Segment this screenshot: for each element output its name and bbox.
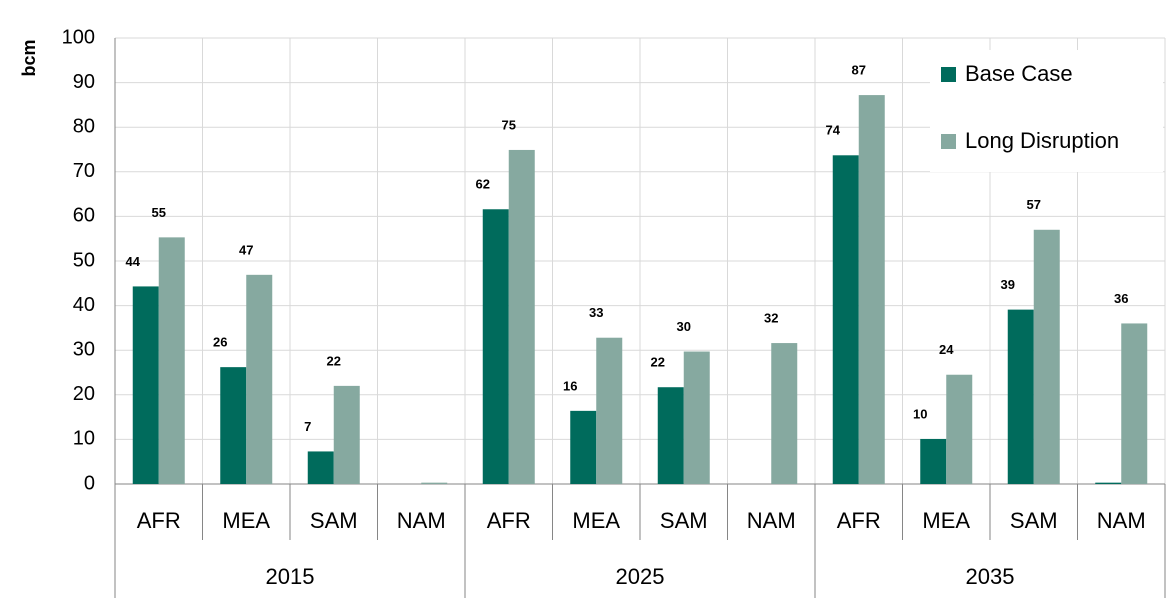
bar [570, 410, 597, 484]
bar [307, 451, 334, 484]
bar [832, 155, 859, 484]
legend-swatch [941, 134, 956, 149]
legend-label: Base Case [965, 61, 1073, 86]
data-label: 36 [1114, 291, 1128, 306]
data-label: 32 [764, 311, 778, 326]
data-label: 33 [589, 305, 603, 320]
x-tick-label: SAM [1010, 508, 1058, 533]
x-tick-label: SAM [310, 508, 358, 533]
bar [596, 337, 623, 484]
group-label: 2035 [966, 564, 1015, 589]
x-tick-label: AFR [137, 508, 181, 533]
y-tick-label: 60 [73, 205, 95, 227]
data-label: 47 [239, 242, 253, 257]
bar [1007, 309, 1034, 484]
x-tick-label: MEA [922, 508, 970, 533]
legend-label: Long Disruption [965, 128, 1119, 153]
data-label: 22 [327, 353, 341, 368]
legend-box [930, 50, 1163, 172]
bar [482, 209, 509, 484]
legend-swatch [941, 67, 956, 82]
x-tick-label: MEA [222, 508, 270, 533]
x-tick-label: AFR [487, 508, 531, 533]
data-label: 16 [563, 378, 577, 393]
data-label: 10 [913, 406, 927, 421]
data-label: 55 [152, 205, 166, 220]
y-tick-label: 90 [73, 71, 95, 93]
y-tick-label: 10 [73, 428, 95, 450]
bar [508, 149, 535, 485]
data-label: 39 [1001, 277, 1015, 292]
y-tick-label: 50 [73, 249, 95, 271]
y-tick-label: 100 [62, 26, 95, 48]
y-tick-label: 20 [73, 383, 95, 405]
bar [421, 482, 448, 484]
data-label: 87 [852, 63, 866, 78]
data-label: 7 [304, 419, 311, 434]
bar [132, 286, 159, 484]
bar [657, 387, 684, 484]
bar [246, 274, 273, 484]
y-tick-label: 0 [84, 472, 95, 494]
x-tick-label: MEA [572, 508, 620, 533]
bar [1033, 229, 1060, 484]
y-axis-label: bcm [19, 39, 39, 76]
bar [1095, 482, 1122, 484]
data-label: 62 [476, 177, 490, 192]
bar [858, 95, 885, 484]
y-tick-label: 70 [73, 160, 95, 182]
data-label: 22 [651, 355, 665, 370]
bar [333, 385, 360, 484]
bar [158, 237, 185, 484]
group-label: 2025 [616, 564, 665, 589]
data-label: 57 [1027, 197, 1041, 212]
data-label: 74 [826, 123, 841, 138]
bar [683, 351, 710, 484]
data-label: 44 [126, 254, 141, 269]
x-tick-label: NAM [1097, 508, 1146, 533]
group-label: 2015 [266, 564, 315, 589]
bar [920, 438, 947, 484]
data-label: 26 [213, 335, 227, 350]
data-label: 24 [939, 342, 954, 357]
x-tick-label: NAM [397, 508, 446, 533]
y-tick-label: 30 [73, 338, 95, 360]
x-tick-label: NAM [747, 508, 796, 533]
x-tick-label: AFR [837, 508, 881, 533]
bar [1121, 323, 1148, 484]
x-tick-label: SAM [660, 508, 708, 533]
bar [946, 374, 973, 484]
bar [220, 367, 247, 484]
y-tick-label: 80 [73, 115, 95, 137]
y-tick-label: 40 [73, 294, 95, 316]
data-label: 75 [502, 117, 516, 132]
bar [771, 343, 798, 484]
data-label: 30 [677, 319, 691, 334]
